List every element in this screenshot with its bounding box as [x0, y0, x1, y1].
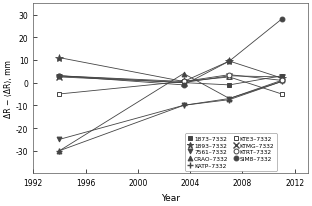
Y-axis label: ΔR − ⟨ΔR⟩, mm: ΔR − ⟨ΔR⟩, mm — [4, 60, 13, 118]
X-axis label: Year: Year — [161, 193, 180, 202]
Legend: 1873–7332, 1893–7332, 7561–7332, CRAO–7332, KATP–7332, KTE3–7332, KTMG–7332, KTR: 1873–7332, 1893–7332, 7561–7332, CRAO–73… — [185, 134, 277, 171]
